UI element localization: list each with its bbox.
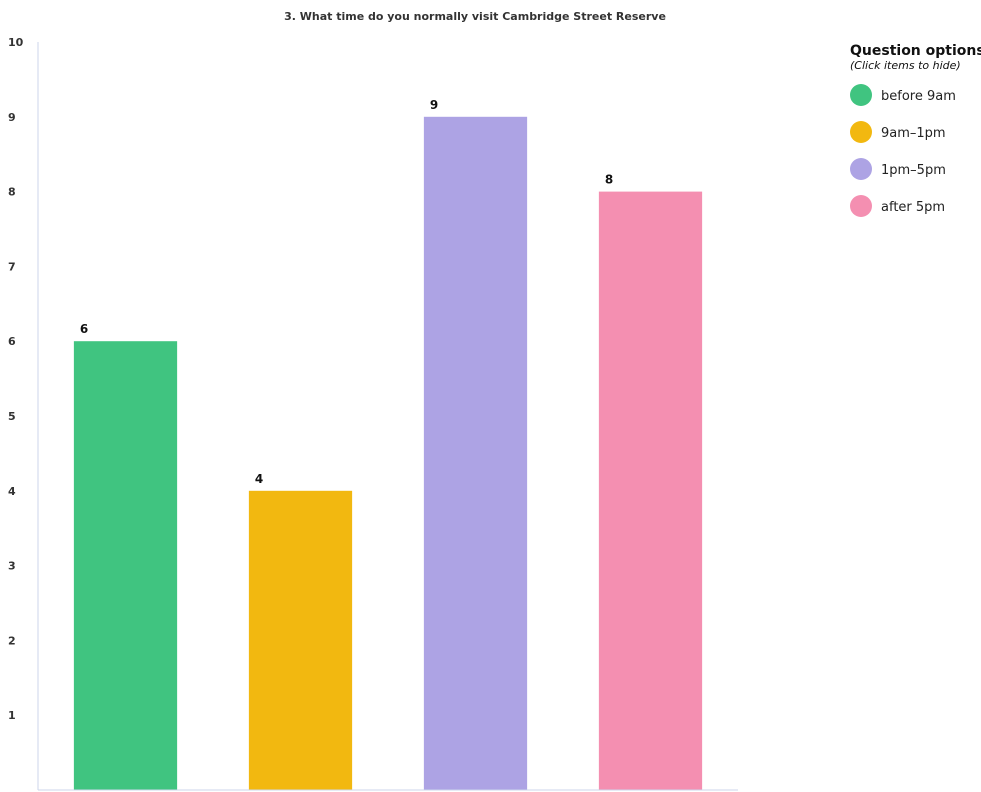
y-tick-label: 10 xyxy=(8,36,24,49)
y-axis: 1 2 3 4 5 6 7 8 9 10 xyxy=(8,36,24,722)
y-tick-label: 1 xyxy=(8,709,16,722)
legend-item[interactable]: before 9am xyxy=(850,84,956,106)
legend-item[interactable]: after 5pm xyxy=(850,195,945,217)
legend-subtitle: (Click items to hide) xyxy=(850,59,961,72)
bar-value-label: 4 xyxy=(255,472,263,486)
y-tick-label: 8 xyxy=(8,186,16,199)
y-tick-label: 7 xyxy=(8,260,16,273)
legend-label: before 9am xyxy=(881,89,956,104)
y-tick-label: 3 xyxy=(8,560,16,573)
bar-2[interactable] xyxy=(248,490,353,790)
legend-label: after 5pm xyxy=(881,200,945,215)
legend-item[interactable]: 1pm–5pm xyxy=(850,158,946,180)
bar-value-label: 8 xyxy=(605,173,613,187)
y-tick-label: 2 xyxy=(8,634,16,647)
legend-swatch xyxy=(850,121,872,143)
legend-item[interactable]: 9am–1pm xyxy=(850,121,946,143)
y-tick-label: 4 xyxy=(8,485,16,498)
bar-value-label: 6 xyxy=(80,322,88,336)
legend-label: 1pm–5pm xyxy=(881,163,946,178)
y-tick-label: 6 xyxy=(8,335,16,348)
bar-1[interactable] xyxy=(73,341,178,790)
bar-3[interactable] xyxy=(423,116,528,791)
y-tick-label: 5 xyxy=(8,410,16,423)
chart-title: 3. What time do you normally visit Cambr… xyxy=(284,10,666,23)
y-tick-label: 9 xyxy=(8,111,16,124)
legend-swatch xyxy=(850,158,872,180)
legend-label: 9am–1pm xyxy=(881,126,946,141)
legend-swatch xyxy=(850,84,872,106)
data-labels: 6 4 9 8 xyxy=(80,98,613,486)
legend: Question options (Click items to hide) b… xyxy=(850,43,981,217)
bar-value-label: 9 xyxy=(430,98,438,112)
legend-swatch xyxy=(850,195,872,217)
bars xyxy=(73,116,703,791)
bar-4[interactable] xyxy=(598,191,703,791)
legend-title: Question options xyxy=(850,43,981,59)
